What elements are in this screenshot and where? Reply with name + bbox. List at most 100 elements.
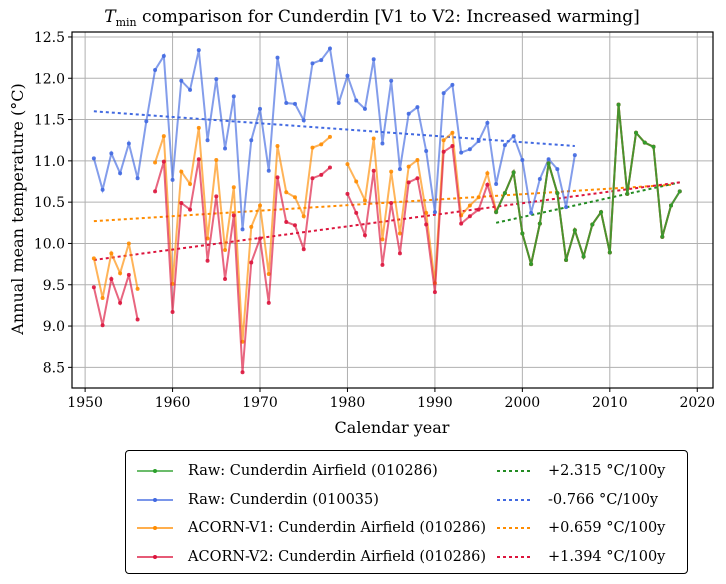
data-point	[336, 101, 341, 106]
trend-line-2	[93, 183, 672, 223]
data-point	[415, 158, 420, 163]
trend-line-1	[93, 110, 575, 147]
legend-swatch	[496, 494, 534, 506]
y-tick-label: 9.5	[43, 278, 65, 294]
data-point	[467, 147, 472, 152]
data-point	[380, 141, 385, 146]
data-point	[345, 191, 350, 196]
data-point	[599, 210, 604, 215]
x-axis-ticks: 1950 1960 1970 1980 1990 2000 2010 2020	[67, 388, 715, 411]
data-point	[406, 111, 411, 116]
legend-series-column: Raw: Cunderdin Airfield (010286) Raw: Cu…	[136, 457, 486, 571]
data-point	[572, 228, 577, 233]
data-point	[485, 171, 490, 176]
data-point	[415, 176, 420, 181]
data-point	[275, 143, 280, 148]
data-point	[415, 105, 420, 110]
data-point	[450, 82, 455, 87]
data-point	[432, 210, 437, 215]
data-point	[214, 158, 219, 163]
data-point	[389, 169, 394, 174]
x-tick-label: 1990	[417, 395, 453, 411]
data-point	[642, 140, 647, 145]
data-point	[520, 158, 525, 163]
data-point	[555, 167, 560, 172]
data-point	[91, 156, 96, 161]
data-point	[275, 55, 280, 60]
data-point	[345, 162, 350, 167]
data-point	[161, 134, 166, 139]
data-point	[292, 223, 297, 228]
data-point	[529, 210, 534, 215]
x-tick-label: 2010	[592, 395, 628, 411]
data-point	[327, 134, 332, 139]
data-point	[240, 227, 245, 232]
x-tick-label: 1960	[155, 395, 191, 411]
data-point	[179, 78, 184, 83]
data-point	[118, 271, 123, 276]
data-point	[362, 198, 367, 203]
data-point	[135, 176, 140, 181]
data-point	[607, 250, 612, 255]
legend-label: -0.766 °C/100y	[548, 491, 659, 508]
data-point	[118, 171, 123, 176]
data-point	[223, 276, 228, 281]
legend-label: ACORN-V1: Cunderdin Airfield (010286)	[188, 520, 487, 537]
series-0	[494, 102, 682, 267]
chart-title: Tmin comparison for Cunderdin [V1 to V2:…	[104, 7, 640, 29]
y-tick-label: 10.0	[34, 236, 65, 252]
legend-entry-acorn-v2: ACORN-V2: Cunderdin Airfield (010286)	[136, 543, 486, 572]
data-point	[240, 370, 245, 375]
data-point	[362, 233, 367, 238]
data-point	[590, 222, 595, 227]
data-point	[126, 272, 131, 277]
series-3	[91, 102, 682, 375]
x-tick-label: 1980	[330, 395, 366, 411]
data-point	[284, 190, 289, 195]
data-point	[310, 61, 315, 66]
trend-lines	[93, 110, 680, 261]
legend-label: +0.659 °C/100y	[548, 520, 666, 537]
data-point	[100, 187, 105, 192]
data-point	[450, 130, 455, 135]
y-tick-label: 8.5	[43, 360, 65, 376]
data-point	[161, 53, 166, 58]
data-point	[188, 87, 193, 92]
data-series	[91, 46, 682, 375]
data-point	[651, 144, 656, 149]
x-tick-label: 1970	[242, 395, 278, 411]
data-point	[345, 73, 350, 78]
y-tick-label: 12.5	[34, 30, 65, 46]
legend-swatch	[136, 465, 174, 477]
data-point	[258, 236, 263, 241]
data-point	[223, 248, 228, 253]
data-point	[231, 94, 236, 99]
data-point	[249, 224, 254, 229]
data-point	[109, 151, 114, 156]
x-axis-label: Calendar year	[335, 418, 450, 437]
data-point	[170, 310, 175, 315]
y-tick-label: 12.0	[34, 71, 65, 87]
y-axis-ticks: 8.5 9.0 9.5 10.0 10.5 11.0 11.5 12.0 12.5	[34, 30, 72, 376]
data-point	[476, 139, 481, 144]
y-tick-label: 10.5	[34, 195, 65, 211]
y-tick-label: 11.0	[34, 154, 65, 170]
data-point	[196, 157, 201, 162]
data-point	[467, 203, 472, 208]
data-point	[406, 180, 411, 185]
legend-entry-trend-acorn-v1: +0.659 °C/100y	[496, 514, 665, 543]
series-line	[92, 243, 139, 299]
data-point	[537, 177, 542, 182]
data-point	[459, 221, 464, 226]
data-point	[327, 46, 332, 51]
data-point	[476, 195, 481, 200]
legend-entry-trend-raw-cunderdin: -0.766 °C/100y	[496, 486, 665, 515]
data-point	[319, 142, 324, 147]
data-point	[292, 101, 297, 106]
chart-canvas: Tmin comparison for Cunderdin [V1 to V2:…	[8, 7, 715, 437]
data-point	[389, 78, 394, 83]
data-point	[319, 58, 324, 63]
data-point	[406, 164, 411, 169]
data-point	[502, 143, 507, 148]
data-point	[397, 251, 402, 256]
